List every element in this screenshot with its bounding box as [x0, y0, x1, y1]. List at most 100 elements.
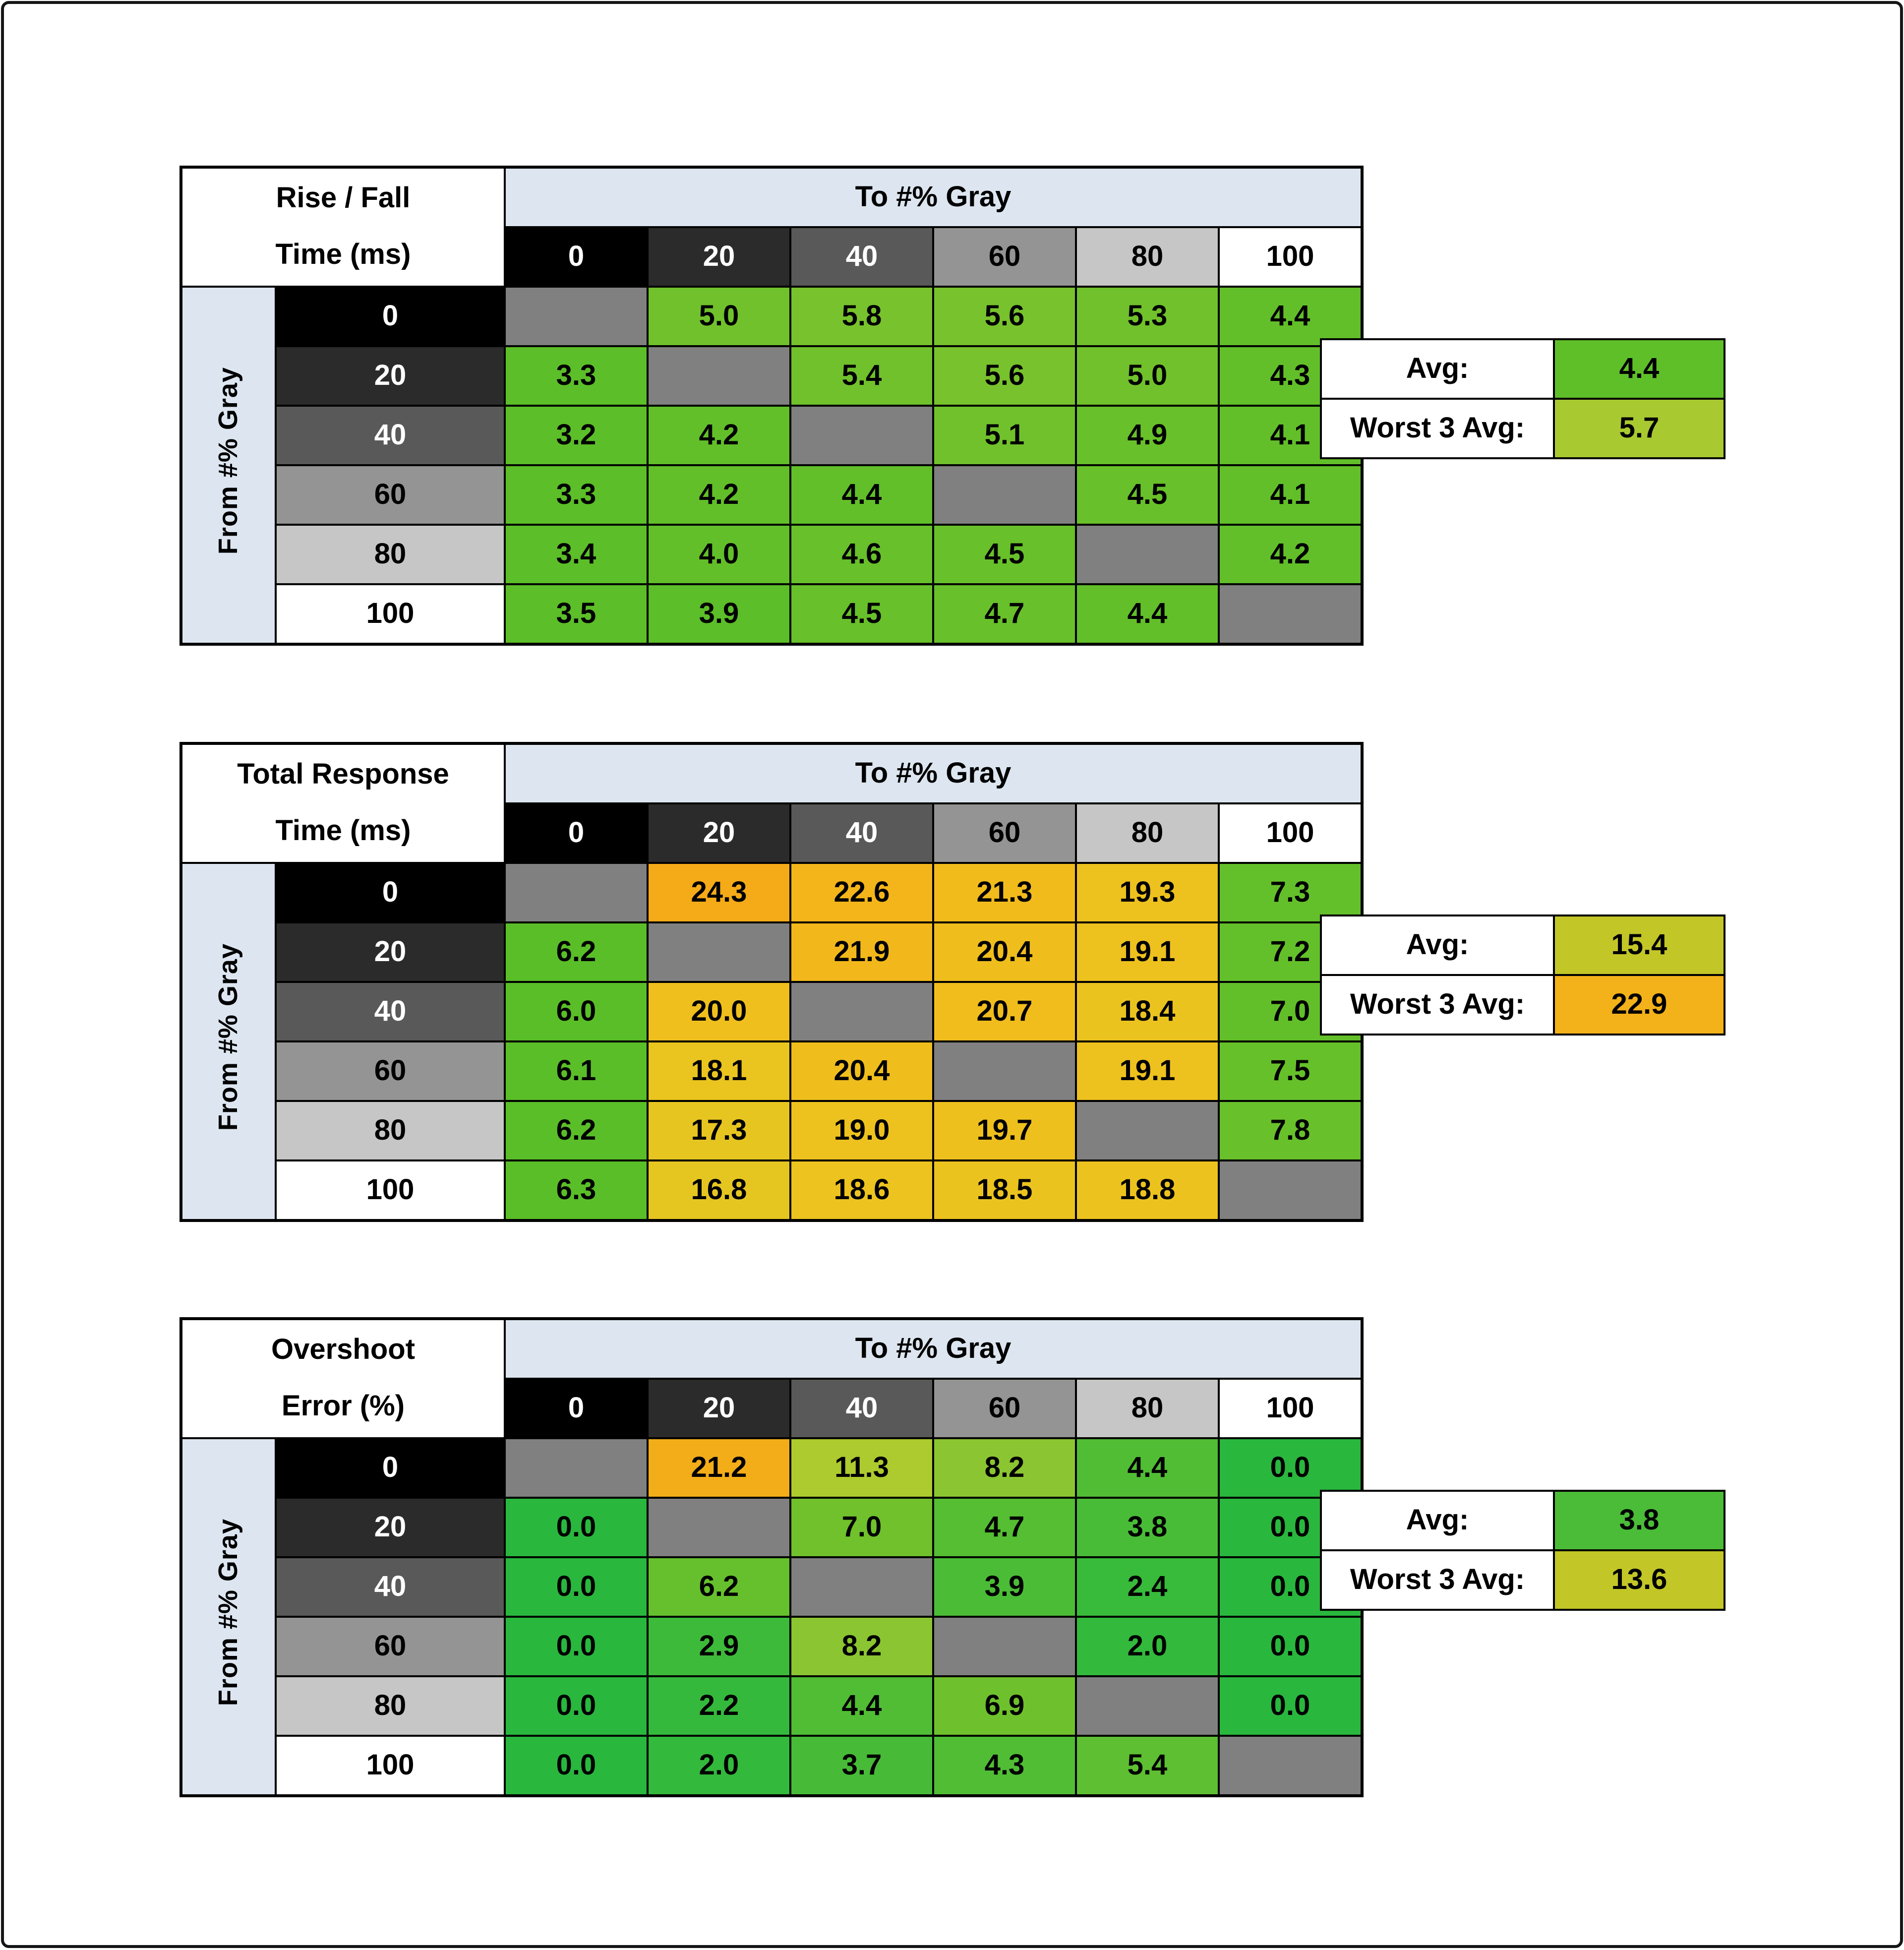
value-cell: 3.4	[504, 524, 649, 585]
gray-level-col-header: 40	[789, 802, 934, 864]
to-gray-header: To #% Gray	[504, 1318, 1363, 1380]
value-cell: 22.6	[789, 862, 934, 923]
value-cell: 24.3	[647, 862, 791, 923]
value-cell: 3.2	[504, 405, 649, 466]
value-cell: 20.7	[932, 981, 1077, 1042]
diagonal-cell	[1075, 1100, 1220, 1161]
value-cell: 18.4	[1075, 981, 1220, 1042]
value-cell: 0.0	[1218, 1616, 1363, 1677]
value-cell: 6.1	[504, 1040, 649, 1102]
value-cell: 19.3	[1075, 862, 1220, 923]
value-cell: 5.6	[932, 286, 1077, 347]
value-cell: 19.1	[1075, 921, 1220, 983]
value-cell: 18.1	[647, 1040, 791, 1102]
diagonal-cell	[647, 345, 791, 407]
matrix-title-line2: Time (ms)	[275, 815, 411, 847]
value-cell: 20.4	[789, 1040, 934, 1102]
value-cell: 0.0	[504, 1497, 649, 1558]
avg-value: 4.4	[1553, 338, 1726, 400]
gray-level-col-header: 0	[504, 802, 649, 864]
diagonal-cell	[1218, 1735, 1363, 1797]
gray-level-row-header: 100	[275, 583, 506, 645]
value-cell: 18.6	[789, 1159, 934, 1221]
gray-level-row-header: 20	[275, 921, 506, 983]
avg-label: Avg:	[1320, 1490, 1555, 1551]
rise-fall-summary: Avg: 4.4 Worst 3 Avg: 5.7	[1320, 338, 1726, 459]
value-cell: 4.4	[789, 464, 934, 526]
worst3-label: Worst 3 Avg:	[1320, 1549, 1555, 1611]
diagonal-cell	[789, 1556, 934, 1618]
value-cell: 2.2	[647, 1675, 791, 1737]
gray-level-row-header: 80	[275, 1675, 506, 1737]
value-cell: 20.4	[932, 921, 1077, 983]
diagonal-cell	[1218, 1159, 1363, 1221]
gray-level-row-header: 0	[275, 1437, 506, 1499]
gray-level-row-header: 20	[275, 345, 506, 407]
value-cell: 5.8	[789, 286, 934, 347]
worst3-value: 5.7	[1553, 398, 1726, 459]
matrix-title-line1: Overshoot	[271, 1334, 416, 1366]
gray-level-row-header: 40	[275, 981, 506, 1042]
value-cell: 3.7	[789, 1735, 934, 1797]
value-cell: 5.3	[1075, 286, 1220, 347]
gray-level-row-header: 60	[275, 1616, 506, 1677]
gray-level-col-header: 100	[1218, 226, 1363, 288]
gray-level-col-header: 100	[1218, 1378, 1363, 1439]
value-cell: 16.8	[647, 1159, 791, 1221]
avg-value: 3.8	[1553, 1490, 1726, 1551]
gray-to-gray-matrix: Total Response Time (ms) To #% Gray 0 20 40 60…	[179, 742, 1364, 1222]
diagonal-cell	[932, 1040, 1077, 1102]
value-cell: 6.2	[504, 921, 649, 983]
value-cell: 3.5	[504, 583, 649, 645]
value-cell: 19.1	[1075, 1040, 1220, 1102]
total-response-time-table: Total Response Time (ms) To #% Gray 0 20 40 60…	[179, 742, 1364, 1222]
gray-to-gray-matrix: Rise / Fall Time (ms) To #% Gray 0 20 40 60 80 1…	[179, 166, 1364, 646]
diagonal-cell	[789, 405, 934, 466]
value-cell: 4.3	[932, 1735, 1077, 1797]
value-cell: 4.5	[932, 524, 1077, 585]
diagonal-cell	[647, 921, 791, 983]
matrix-title-line1: Total Response	[237, 759, 449, 791]
value-cell: 0.0	[504, 1735, 649, 1797]
value-cell: 11.3	[789, 1437, 934, 1499]
value-cell: 21.9	[789, 921, 934, 983]
to-gray-header: To #% Gray	[504, 166, 1363, 228]
value-cell: 4.6	[789, 524, 934, 585]
value-cell: 8.2	[932, 1437, 1077, 1499]
avg-value: 15.4	[1553, 914, 1726, 976]
from-gray-axis-text: From #% Gray	[213, 1519, 243, 1707]
gray-level-col-header: 60	[932, 802, 1077, 864]
matrix-title-line2: Error (%)	[281, 1391, 405, 1422]
value-cell: 4.2	[1218, 524, 1363, 585]
value-cell: 3.3	[504, 345, 649, 407]
diagonal-cell	[932, 1616, 1077, 1677]
gray-level-col-header: 100	[1218, 802, 1363, 864]
diagonal-cell	[1075, 1675, 1220, 1737]
gray-to-gray-matrix: Overshoot Error (%) To #% Gray 0 20 40 60 80 100…	[179, 1317, 1364, 1797]
value-cell: 6.3	[504, 1159, 649, 1221]
gray-level-row-header: 0	[275, 286, 506, 347]
value-cell: 7.5	[1218, 1040, 1363, 1102]
diagonal-cell	[504, 1437, 649, 1499]
diagonal-cell	[504, 862, 649, 923]
diagonal-cell	[647, 1497, 791, 1558]
value-cell: 5.1	[932, 405, 1077, 466]
gray-level-row-header: 40	[275, 405, 506, 466]
gray-level-row-header: 60	[275, 464, 506, 526]
gray-level-row-header: 80	[275, 1100, 506, 1161]
value-cell: 0.0	[1218, 1437, 1363, 1499]
value-cell: 4.9	[1075, 405, 1220, 466]
gray-level-col-header: 80	[1075, 802, 1220, 864]
gray-level-row-header: 40	[275, 1556, 506, 1618]
value-cell: 20.0	[647, 981, 791, 1042]
value-cell: 5.0	[647, 286, 791, 347]
gray-level-col-header: 20	[647, 802, 791, 864]
matrix-title-line1: Rise / Fall	[276, 183, 411, 214]
gray-level-row-header: 60	[275, 1040, 506, 1102]
value-cell: 4.2	[647, 464, 791, 526]
value-cell: 4.4	[1075, 583, 1220, 645]
value-cell: 19.0	[789, 1100, 934, 1161]
from-gray-axis-label: From #% Gray	[180, 286, 277, 645]
summary-table: Avg: 3.8 Worst 3 Avg: 13.6	[1320, 1490, 1726, 1611]
